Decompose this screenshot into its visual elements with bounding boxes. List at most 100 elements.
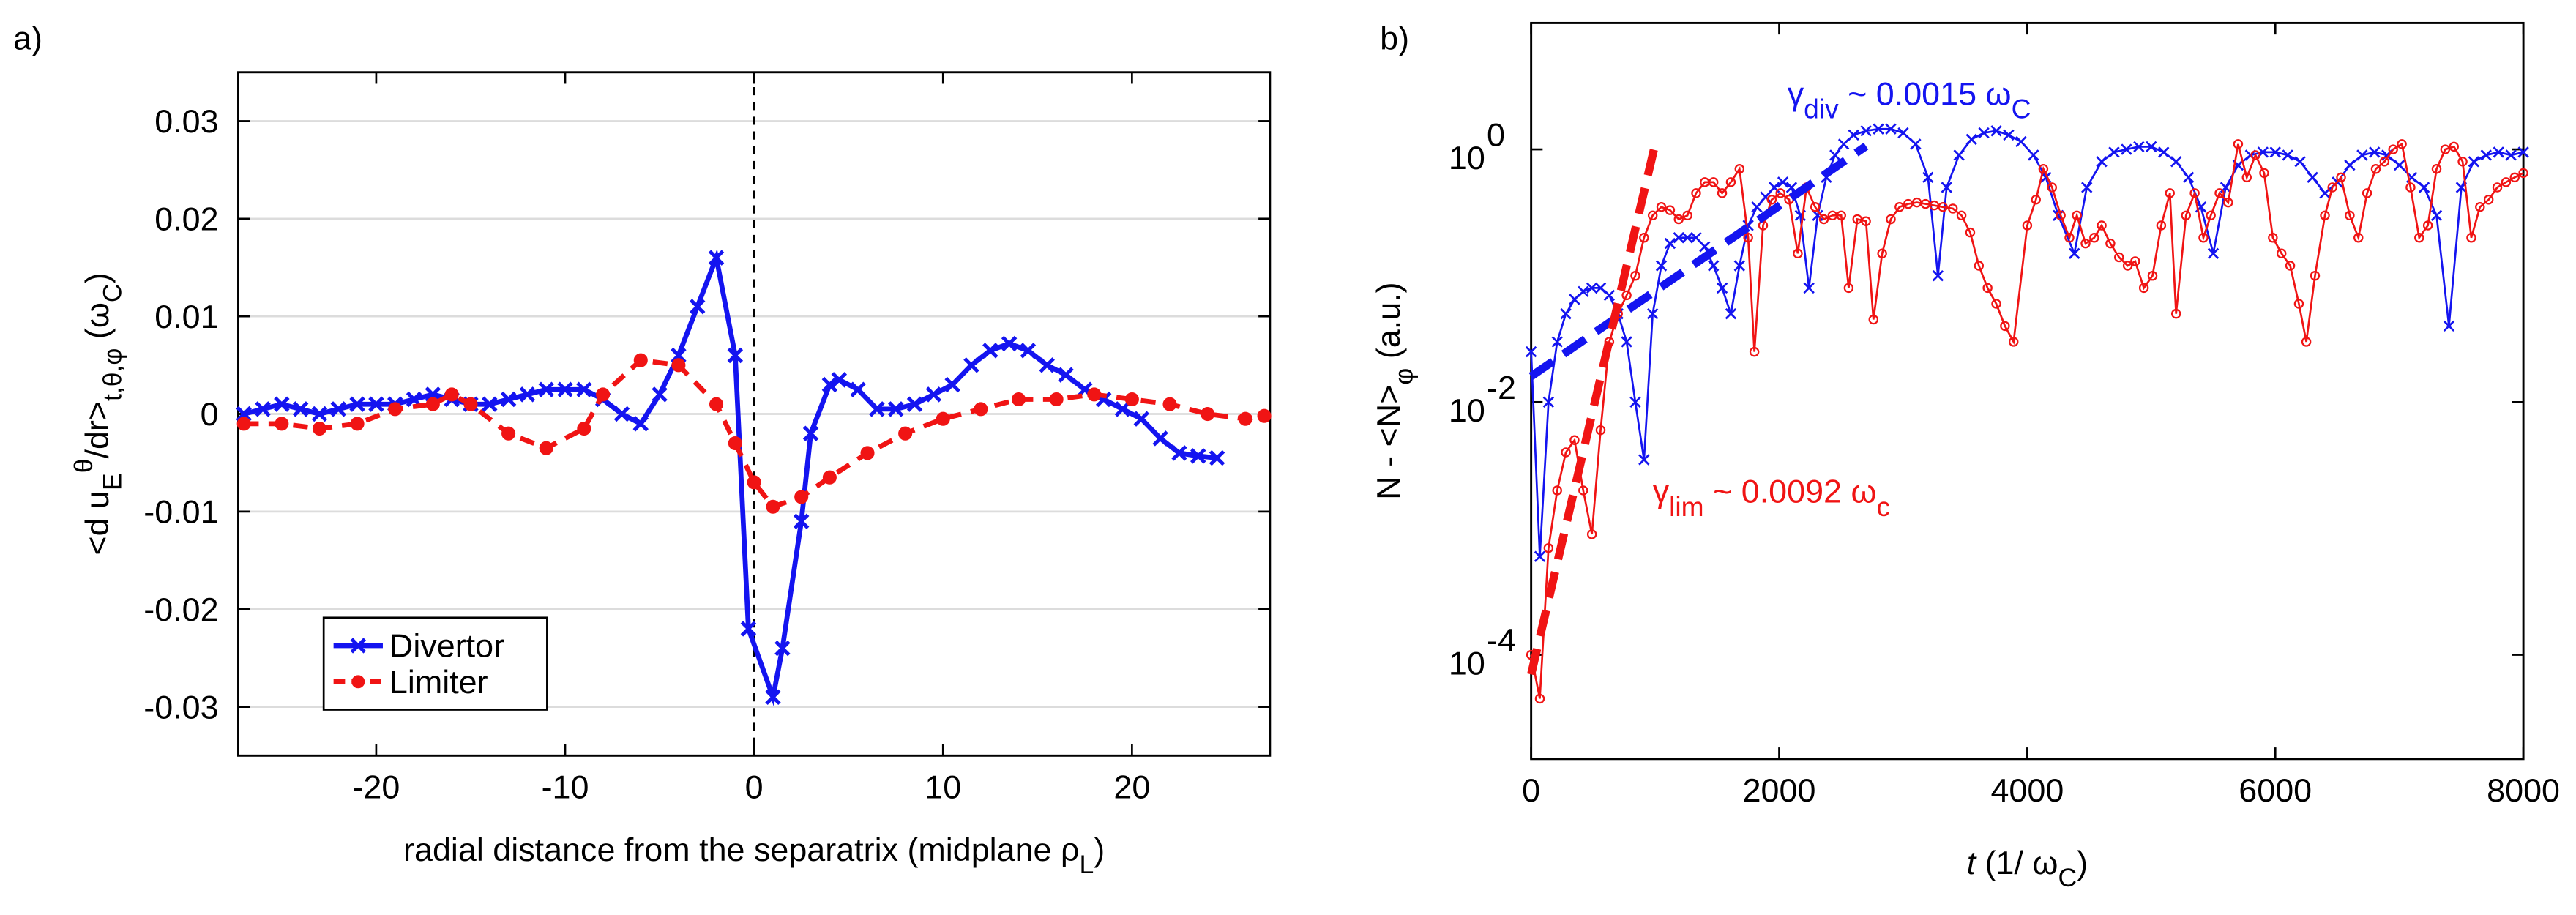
- annotation-part: ~ 0.0015: [1839, 75, 1986, 113]
- x-tick-label: 6000: [2239, 772, 2312, 809]
- y-axis-label-part: <d u: [78, 490, 116, 556]
- marker: [1586, 282, 1598, 294]
- marker: [1708, 260, 1720, 272]
- marker: [1058, 367, 1074, 383]
- y-tick-exponent: 0: [1487, 116, 1505, 154]
- marker: [1965, 227, 1976, 238]
- marker: [557, 381, 573, 397]
- marker: [888, 401, 904, 417]
- marker: [822, 470, 837, 485]
- marker: [2405, 182, 2416, 193]
- marker: [2480, 149, 2492, 161]
- marker: [2418, 182, 2430, 193]
- marker: [2440, 144, 2451, 154]
- marker: [2015, 135, 2027, 148]
- marker: [2003, 129, 2015, 141]
- x-axis-label: t (1/ ωC): [1967, 844, 2088, 892]
- marker: [2397, 139, 2407, 149]
- fit-line: [1527, 143, 1660, 676]
- x-tick-label: 2000: [1743, 772, 1816, 809]
- marker: [898, 426, 913, 441]
- marker: [368, 396, 384, 412]
- marker: [425, 397, 440, 411]
- marker: [1810, 202, 1821, 212]
- marker: [2181, 210, 2191, 221]
- y-tick-label: 10: [1449, 645, 1485, 682]
- marker: [2146, 141, 2157, 153]
- marker: [1569, 294, 1580, 305]
- marker: [2130, 256, 2140, 266]
- marker: [2108, 146, 2120, 158]
- y-tick-label: 0.01: [154, 298, 218, 335]
- marker: [1852, 214, 1862, 225]
- x-tick-label: 0: [745, 769, 764, 806]
- marker: [2379, 157, 2390, 167]
- marker: [388, 402, 403, 417]
- marker: [1716, 282, 1728, 294]
- marker: [1766, 195, 1777, 205]
- y-axis-label-part: (a.u.): [1370, 282, 1407, 367]
- marker: [1978, 127, 1990, 139]
- y-tick-label: -0.01: [143, 493, 218, 531]
- marker: [2269, 146, 2281, 158]
- marker: [444, 387, 459, 402]
- marker: [2158, 146, 2170, 158]
- marker: [1691, 188, 1701, 198]
- marker: [2388, 144, 2398, 154]
- marker: [1843, 283, 1854, 294]
- y-tick-exponent: -4: [1487, 621, 1516, 659]
- marker: [1690, 232, 1702, 244]
- marker: [1682, 210, 1692, 221]
- marker: [236, 417, 251, 431]
- marker: [2301, 337, 2312, 347]
- marker: [1001, 335, 1018, 352]
- marker: [740, 621, 757, 637]
- marker: [1630, 270, 1640, 281]
- marker: [576, 381, 592, 397]
- x-tick-label: -20: [352, 769, 400, 806]
- annotation-part: ~ 0.0092: [1704, 473, 1851, 510]
- marker: [2483, 195, 2494, 205]
- marker: [1087, 387, 1102, 402]
- y-axis-label: <d uEθ/dr>t,θ,φ (ωC): [69, 272, 127, 555]
- y-axis-label-part: E: [97, 473, 127, 490]
- marker: [850, 381, 866, 397]
- marker: [2056, 210, 2066, 221]
- marker: [1836, 210, 1846, 221]
- marker: [539, 441, 553, 455]
- marker: [2138, 283, 2149, 294]
- marker: [1848, 129, 1859, 141]
- marker: [2156, 220, 2167, 231]
- marker: [1561, 447, 1571, 458]
- marker: [1664, 237, 1676, 250]
- legend-label: Divertor: [389, 627, 504, 665]
- marker: [2022, 220, 2033, 231]
- marker: [860, 446, 875, 460]
- marker: [1708, 177, 1719, 187]
- annotation-part: div: [1804, 94, 1839, 124]
- marker: [349, 396, 365, 412]
- marker: [1638, 454, 1650, 466]
- marker: [1873, 123, 1884, 135]
- legend-marker: [350, 638, 367, 654]
- marker: [1578, 285, 1589, 297]
- marker: [1910, 138, 1922, 150]
- marker: [1049, 392, 1064, 407]
- marker: [1162, 397, 1177, 411]
- legend-label: Limiter: [389, 663, 488, 701]
- marker: [2207, 247, 2220, 259]
- marker: [1760, 191, 1772, 203]
- marker: [463, 397, 478, 411]
- marker: [2047, 182, 2057, 193]
- marker: [1860, 125, 1872, 137]
- x-axis-label-part: t: [1967, 844, 1978, 881]
- marker: [2501, 177, 2512, 187]
- marker: [1894, 202, 1905, 212]
- x-tick-label: 4000: [1990, 772, 2064, 809]
- marker: [1725, 307, 1737, 320]
- marker: [2443, 320, 2455, 332]
- marker: [311, 406, 328, 422]
- marker: [2182, 171, 2195, 184]
- marker: [1897, 127, 1909, 139]
- marker: [2362, 188, 2372, 198]
